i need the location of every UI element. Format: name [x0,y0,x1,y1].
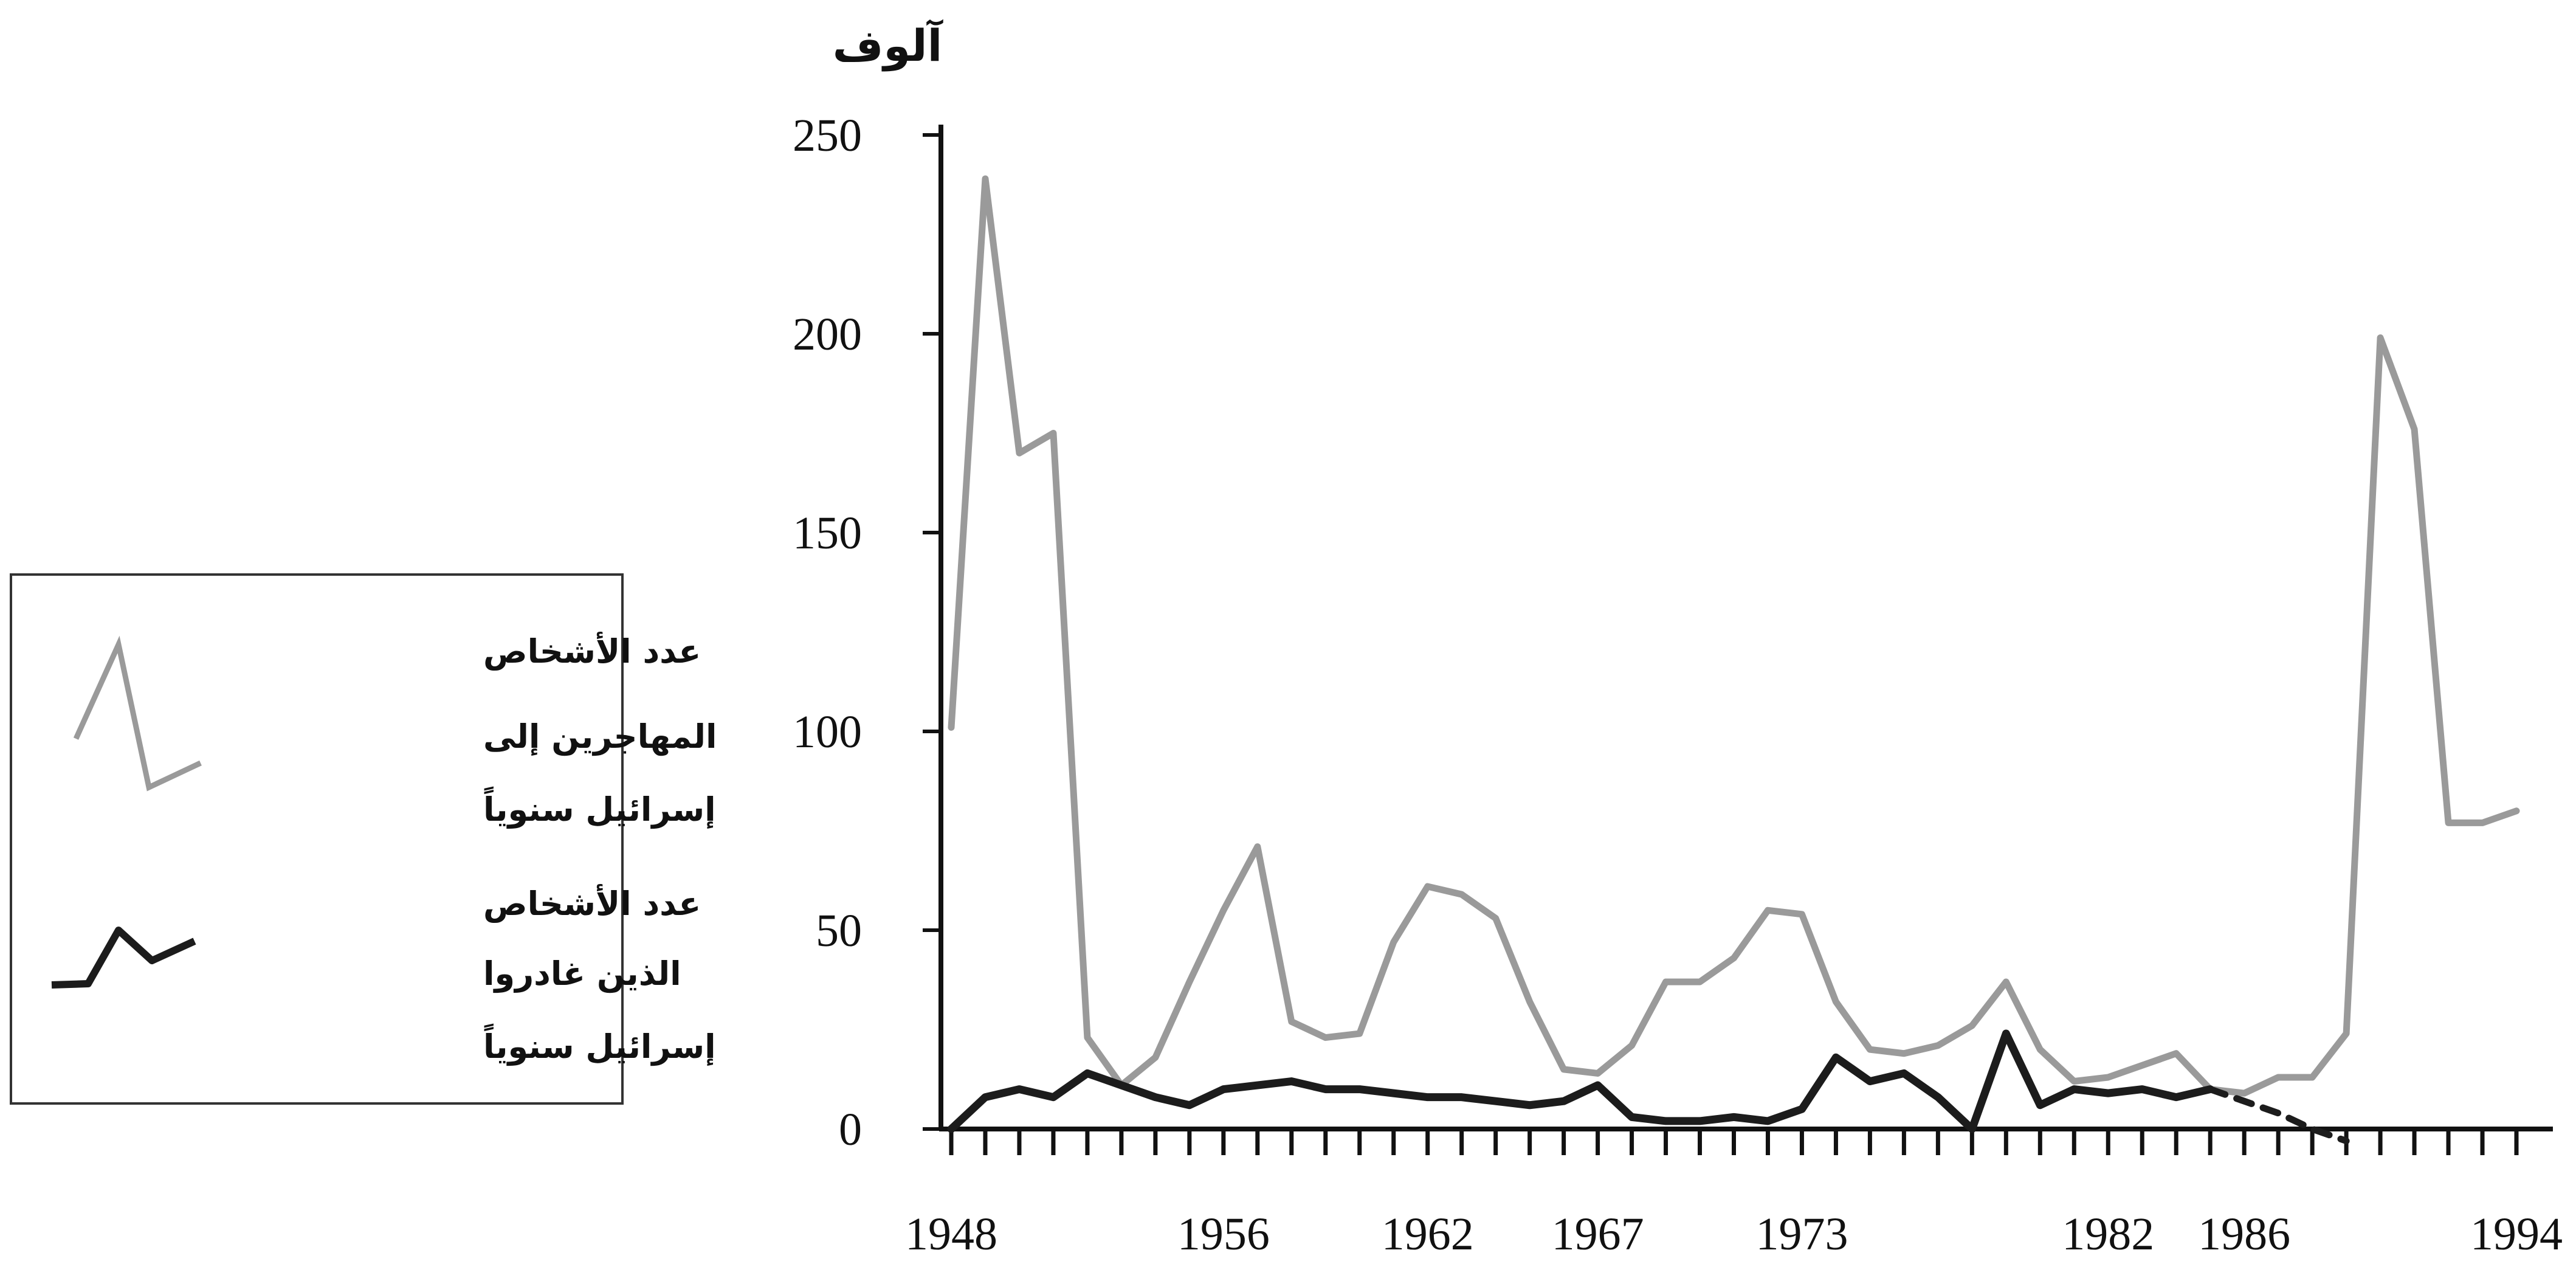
x-tick-label-1982: 1982 [2062,1209,2154,1260]
y-tick-label-250: 250 [793,110,862,161]
legend-immigrants-line-2: المهاجرين إلى [483,717,717,756]
legend-swatch-emigrants [51,927,196,989]
y-tick-label-0: 0 [839,1104,862,1155]
legend-emigrants-line-3: إسرائيل سنوياً [483,1023,716,1066]
y-tick-label-50: 50 [816,905,862,956]
legend: عدد الأشخاص المهاجرين إلى إسرائيل سنوياً… [10,573,717,1105]
y-tick-label-150: 150 [793,508,862,559]
y-tick-label-200: 200 [793,309,862,360]
y-axis-ticks: 0 50 100 150 200 250 [793,110,941,1155]
series-line-0 [948,175,2520,1097]
series-line-1 [947,1029,2214,1133]
series-line-1-dashed [2206,1086,2350,1145]
x-tick-label-1967: 1967 [1552,1209,1644,1260]
x-tick-label-1962: 1962 [1382,1209,1474,1260]
x-axis-ticks: 1948 1956 1962 1967 1973 1982 1986 1994 [905,1129,2563,1260]
y-tick-label-100: 100 [793,706,862,758]
axes [938,125,2553,1131]
legend-swatch-immigrants [73,635,202,792]
x-tick-label-1948: 1948 [905,1209,997,1260]
y-axis-unit-label: آلوف [833,19,944,72]
x-tick-label-1994: 1994 [2470,1209,2563,1260]
series-layer [947,175,2520,1145]
legend-immigrants-line-1: عدد الأشخاص [483,632,701,671]
x-tick-label-1986: 1986 [2198,1209,2290,1260]
x-tick-label-1956: 1956 [1177,1209,1270,1260]
legend-emigrants-line-2: الذين غادروا [483,955,681,993]
legend-emigrants-line-1: عدد الأشخاص [483,884,701,924]
x-tick-label-1973: 1973 [1755,1209,1848,1260]
legend-immigrants-line-3: إسرائيل سنوياً [483,786,716,829]
